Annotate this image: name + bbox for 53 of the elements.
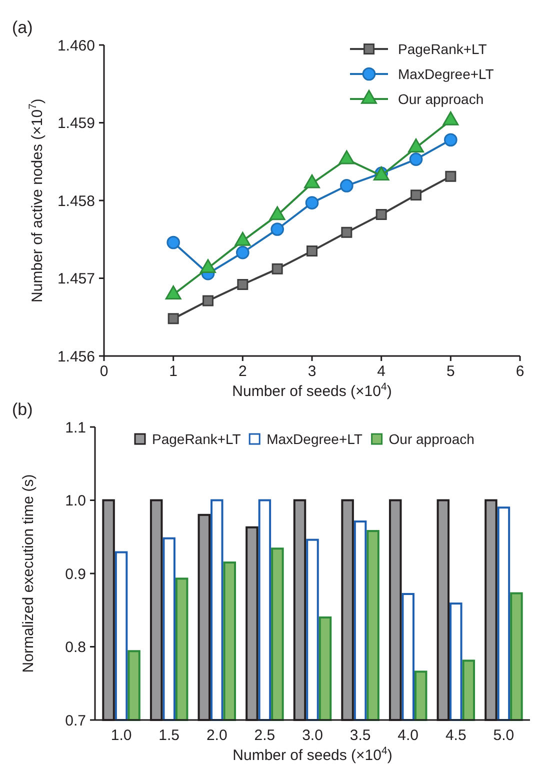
point xyxy=(341,226,352,238)
y-tick-label: 1.1 xyxy=(65,419,86,436)
point xyxy=(444,133,458,147)
point xyxy=(306,246,318,257)
y-tick-label: 0.8 xyxy=(65,639,86,656)
point xyxy=(168,313,179,324)
y-tick-label: 1.457 xyxy=(57,270,95,288)
x-tick-label: 5.0 xyxy=(493,727,514,744)
point xyxy=(272,263,283,274)
x-tick-label: 1.0 xyxy=(110,727,132,744)
point xyxy=(237,278,248,290)
x-tick-label: 4 xyxy=(377,363,386,380)
x-tick-label: 0 xyxy=(100,363,108,380)
x-tick-label: 4.0 xyxy=(398,727,419,744)
y-tick-label: 0.7 xyxy=(65,712,86,730)
x-axis-title: Number of seeds (×10$^{4}$) xyxy=(232,381,392,400)
point xyxy=(202,295,214,306)
legend-label: Our approach xyxy=(388,430,474,447)
point xyxy=(236,246,250,260)
legend-label: PageRank+LT xyxy=(398,40,488,57)
point xyxy=(376,209,387,220)
x-tick-label: 3 xyxy=(308,363,316,380)
y-axis-title: Normalized execution time (s) xyxy=(20,474,37,673)
y-tick-label: 0.9 xyxy=(65,566,86,583)
x-tick-label: 1 xyxy=(169,363,178,380)
x-axis-title: Number of seeds (×10$^{4}$) xyxy=(232,745,392,764)
legend-label: MaxDegree+LT xyxy=(398,66,494,82)
x-tick-label: 2 xyxy=(238,363,247,380)
point xyxy=(410,190,422,201)
legend-label: MaxDegree+LT xyxy=(266,430,363,447)
x-tick-label: 2.0 xyxy=(206,727,228,744)
y-tick-label: 1.460 xyxy=(57,37,95,54)
point xyxy=(270,222,284,236)
point xyxy=(409,152,423,166)
x-tick-label: 3.5 xyxy=(350,727,371,744)
x-tick-label: 3.0 xyxy=(302,727,323,744)
legend-label: PageRank+LT xyxy=(152,430,242,447)
chart-title: (a) xyxy=(12,18,33,37)
x-tick-label: 6 xyxy=(516,363,524,380)
y-tick-label: 1.458 xyxy=(57,192,95,210)
y-tick-label: 1.459 xyxy=(57,115,95,132)
chart-title: (b) xyxy=(12,400,33,419)
x-tick-label: 1.5 xyxy=(158,727,180,744)
point xyxy=(166,236,180,250)
point xyxy=(305,196,319,210)
y-tick-label: 1.456 xyxy=(57,348,95,366)
legend-label: Our approach xyxy=(398,90,484,107)
x-tick-label: 5 xyxy=(446,363,455,380)
y-tick-label: 1.0 xyxy=(65,492,86,510)
point xyxy=(340,179,354,192)
x-tick-label: 4.5 xyxy=(445,727,466,744)
x-tick-label: 2.5 xyxy=(254,727,276,744)
point xyxy=(445,170,456,182)
